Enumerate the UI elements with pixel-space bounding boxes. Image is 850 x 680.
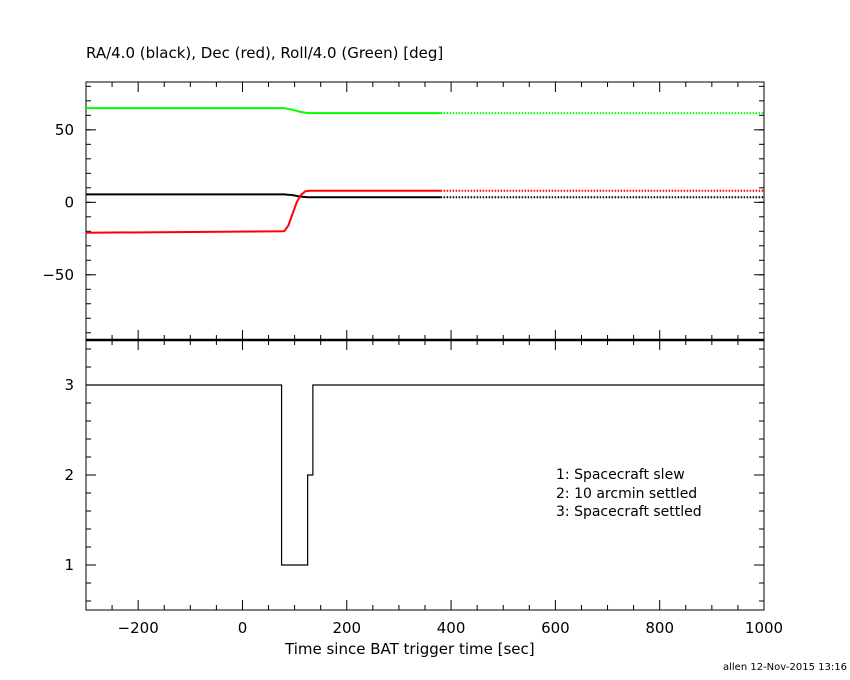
x-tick-label: 0 bbox=[238, 619, 248, 637]
x-tick-label: 800 bbox=[645, 619, 674, 637]
x-tick-label: 1000 bbox=[745, 619, 783, 637]
legend-entry-settled: 3: Spacecraft settled bbox=[556, 504, 702, 520]
series-line-3 bbox=[86, 107, 441, 115]
y-tick-label: 50 bbox=[55, 121, 74, 139]
legend-entry-10-arcmin: 2: 10 arcmin settled bbox=[556, 486, 698, 502]
x-tick-label: −200 bbox=[118, 619, 159, 637]
plot-frame-1 bbox=[85, 81, 765, 341]
y-tick-label: 3 bbox=[64, 376, 74, 394]
x-tick-label: 600 bbox=[541, 619, 570, 637]
series-line-1 bbox=[86, 193, 441, 199]
x-axis-label: Time since BAT trigger time [sec] bbox=[285, 640, 535, 658]
x-tick-label: 200 bbox=[332, 619, 361, 637]
legend-entry-slew: 1: Spacecraft slew bbox=[556, 467, 685, 483]
x-tick-label: 400 bbox=[437, 619, 466, 637]
footer-stamp: allen 12-Nov-2015 13:16 bbox=[723, 662, 847, 673]
chart-title: RA/4.0 (black), Dec (red), Roll/4.0 (Gre… bbox=[86, 44, 444, 62]
y-tick-label: 0 bbox=[64, 193, 74, 211]
settling-status-line bbox=[86, 384, 764, 566]
y-tick-label: 2 bbox=[64, 466, 74, 484]
y-tick-label: 1 bbox=[64, 556, 74, 574]
series-line-2 bbox=[85, 189, 441, 234]
y-tick-label: −50 bbox=[42, 266, 74, 284]
